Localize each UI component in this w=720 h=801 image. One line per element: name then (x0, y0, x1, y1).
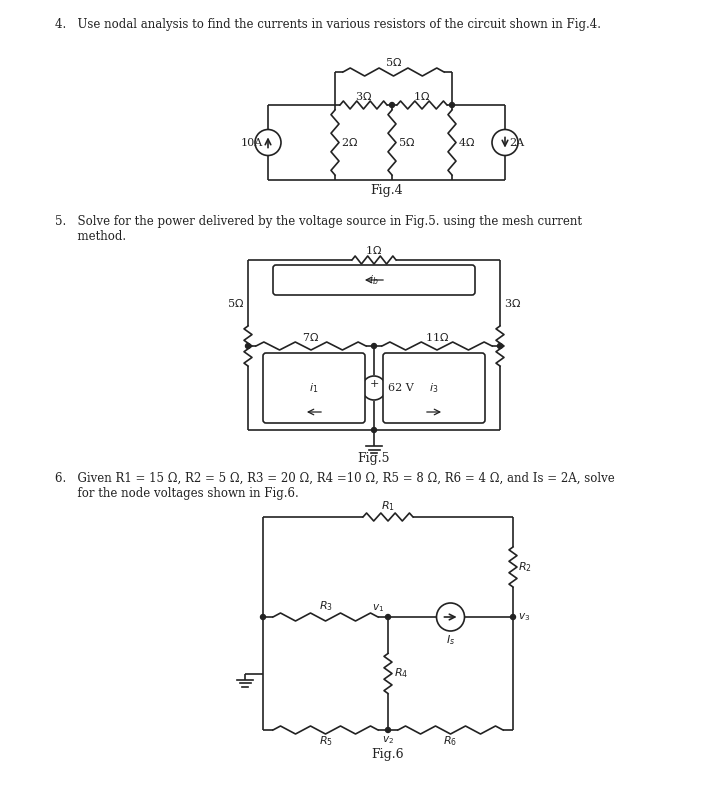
Text: 2$\Omega$: 2$\Omega$ (341, 136, 358, 148)
Text: for the node voltages shown in Fig.6.: for the node voltages shown in Fig.6. (55, 487, 299, 500)
Text: $i_b$: $i_b$ (369, 273, 379, 287)
Text: 62 V: 62 V (388, 383, 414, 393)
Text: 4.   Use nodal analysis to find the currents in various resistors of the circuit: 4. Use nodal analysis to find the curren… (55, 18, 601, 31)
Text: $I_s$: $I_s$ (446, 633, 455, 646)
Text: Fig.4: Fig.4 (370, 184, 402, 197)
Text: 7$\Omega$: 7$\Omega$ (302, 331, 320, 343)
Text: 5.   Solve for the power delivered by the voltage source in Fig.5. using the mes: 5. Solve for the power delivered by the … (55, 215, 582, 228)
FancyBboxPatch shape (383, 353, 485, 423)
Circle shape (498, 344, 503, 348)
Text: Fig.5: Fig.5 (358, 452, 390, 465)
Text: $i_1$: $i_1$ (310, 381, 319, 395)
Circle shape (385, 614, 390, 619)
Text: $R_2$: $R_2$ (518, 560, 532, 574)
Text: 5$\Omega$: 5$\Omega$ (227, 297, 244, 309)
Text: 1$\Omega$: 1$\Omega$ (413, 90, 431, 102)
Text: 3$\Omega$: 3$\Omega$ (504, 297, 521, 309)
Circle shape (390, 103, 395, 107)
Text: $R_5$: $R_5$ (318, 734, 333, 748)
Text: +: + (369, 379, 379, 389)
Text: $R_6$: $R_6$ (444, 734, 457, 748)
Text: 3$\Omega$: 3$\Omega$ (355, 90, 372, 102)
FancyBboxPatch shape (263, 353, 365, 423)
Circle shape (449, 103, 454, 107)
Circle shape (246, 344, 251, 348)
Text: $v_3$: $v_3$ (518, 611, 530, 623)
Text: $R_4$: $R_4$ (394, 666, 408, 680)
Text: Fig.6: Fig.6 (372, 748, 405, 761)
Circle shape (372, 428, 377, 433)
Circle shape (261, 614, 266, 619)
Text: 6.   Given R1 = 15 Ω, R2 = 5 Ω, R3 = 20 Ω, R4 =10 Ω, R5 = 8 Ω, R6 = 4 Ω, and Is : 6. Given R1 = 15 Ω, R2 = 5 Ω, R3 = 20 Ω,… (55, 472, 615, 485)
Text: 11$\Omega$: 11$\Omega$ (425, 331, 449, 343)
Text: 10A: 10A (240, 138, 263, 147)
Text: 5$\Omega$: 5$\Omega$ (398, 136, 415, 148)
Text: 1$\Omega$: 1$\Omega$ (366, 244, 382, 256)
Text: $i_3$: $i_3$ (429, 381, 438, 395)
Text: 4$\Omega$: 4$\Omega$ (458, 136, 475, 148)
Circle shape (510, 614, 516, 619)
Text: 2A: 2A (509, 138, 524, 147)
Text: 5$\Omega$: 5$\Omega$ (385, 56, 402, 68)
Text: $v_2$: $v_2$ (382, 734, 394, 746)
Text: method.: method. (55, 230, 126, 243)
Text: $R_3$: $R_3$ (318, 599, 333, 613)
FancyBboxPatch shape (273, 265, 475, 295)
Text: $R_1$: $R_1$ (381, 499, 395, 513)
Circle shape (372, 344, 377, 348)
Text: $v_1$: $v_1$ (372, 602, 384, 614)
Circle shape (385, 727, 390, 732)
